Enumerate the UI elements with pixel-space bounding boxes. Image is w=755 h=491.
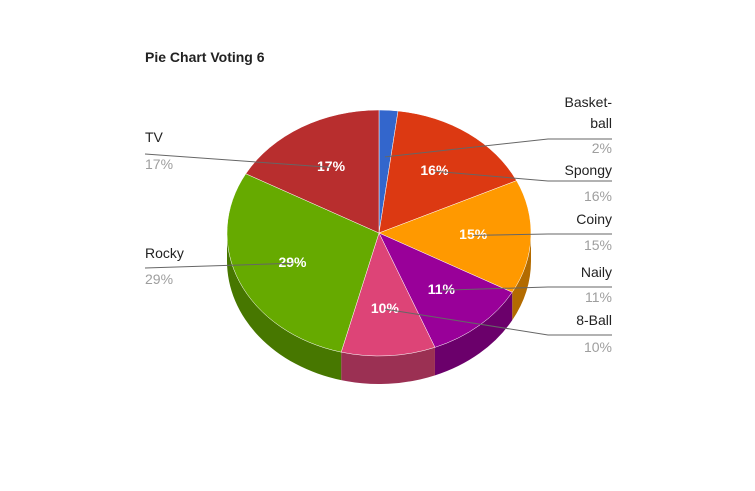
leader-line	[384, 138, 612, 158]
legend-label: Rocky	[145, 245, 184, 261]
legend-label: Coiny	[576, 211, 612, 227]
slice-label: 16%	[420, 162, 449, 178]
legend-label: Naily	[580, 264, 612, 280]
legend-label: 8-Ball	[576, 312, 612, 328]
leader-line	[384, 308, 612, 336]
legend-value: 29%	[145, 271, 174, 287]
leader-line	[144, 153, 332, 168]
legend-value: 10%	[583, 339, 612, 355]
slice-label: 29%	[278, 254, 307, 270]
legend-value: 15%	[583, 237, 612, 253]
slice-side	[512, 233, 531, 321]
slice-side	[227, 233, 342, 381]
slice-label: 10%	[371, 300, 400, 316]
legend-value: 11%	[585, 289, 612, 305]
slice-label: 11%	[428, 281, 456, 297]
slice	[340, 232, 436, 357]
leader-line	[473, 233, 612, 236]
slice-side	[434, 292, 513, 376]
legend-label: Spongy	[564, 162, 612, 178]
legend-label: TV	[145, 129, 163, 145]
slice-label: 17%	[317, 158, 346, 174]
legend-value: 17%	[145, 156, 174, 172]
slice	[226, 173, 380, 353]
legend-label: Basket-ball	[564, 94, 612, 131]
slice	[378, 180, 532, 293]
slice	[245, 109, 380, 234]
leader-line	[441, 286, 612, 291]
chart-title: Pie Chart Voting 6	[145, 49, 265, 65]
slice-side	[341, 347, 435, 385]
legend-value: 16%	[583, 188, 612, 204]
leader-line	[434, 170, 612, 182]
slice-label: 15%	[459, 226, 488, 242]
legend-value: 2%	[591, 140, 612, 156]
leader-line	[144, 262, 293, 269]
